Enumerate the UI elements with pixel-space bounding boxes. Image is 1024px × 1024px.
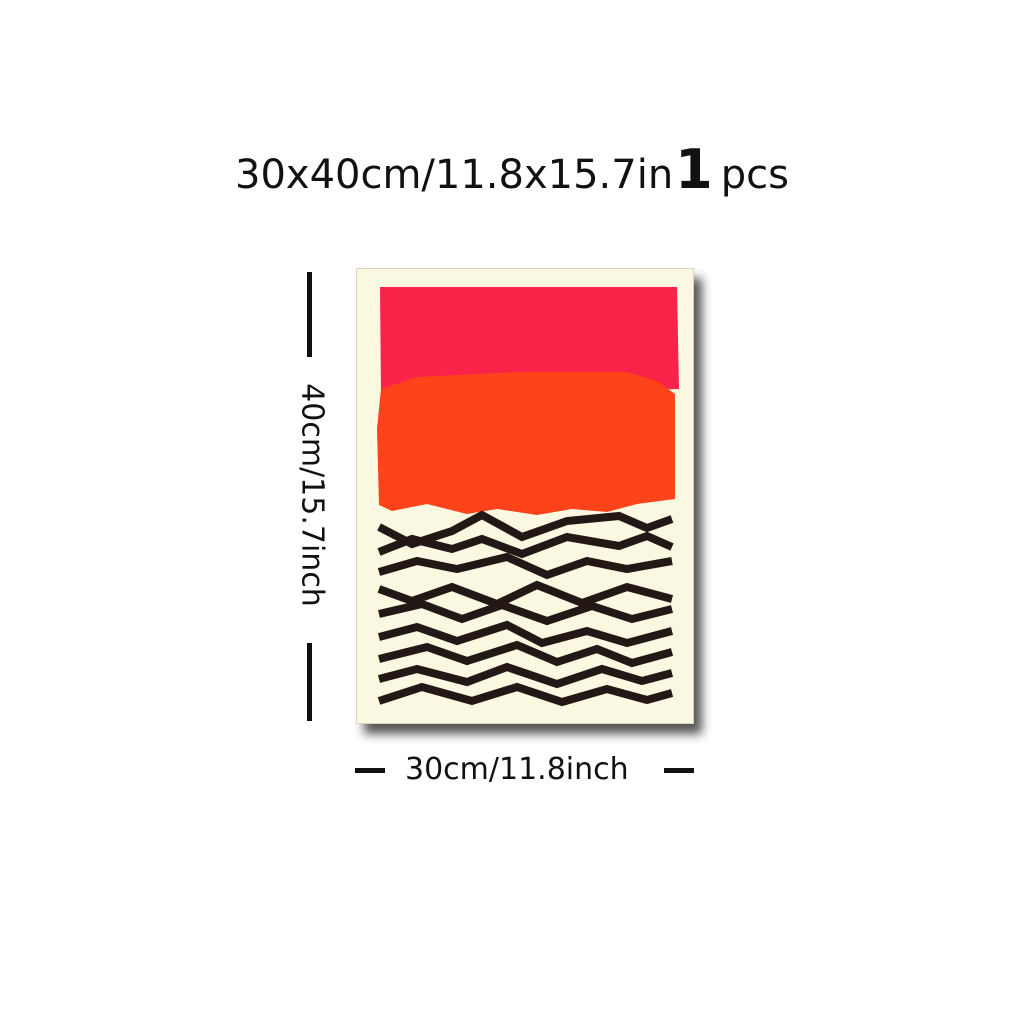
zigzag-line — [378, 599, 673, 626]
poster-artwork — [356, 268, 694, 724]
artwork-graphic — [377, 287, 679, 707]
zigzag-line — [377, 620, 674, 648]
zigzag-line — [377, 682, 674, 707]
size-text: 30x40cm/11.8x15.7in — [235, 152, 674, 198]
top-color-band — [380, 287, 679, 394]
zigzag-pattern — [377, 510, 674, 707]
height-dimension-bar-bottom — [307, 643, 312, 721]
middle-color-band — [377, 372, 675, 515]
width-dimension-bar-right — [664, 768, 694, 773]
zigzag-line — [377, 552, 673, 580]
quantity-unit: pcs — [720, 152, 789, 198]
poster-frame — [356, 268, 702, 734]
zigzag-line — [377, 531, 674, 559]
height-dimension-bar-top — [307, 272, 312, 357]
width-dimension-bar-left — [355, 768, 385, 773]
width-dimension-label: 30cm/11.8inch — [405, 752, 629, 787]
quantity-number: 1 — [675, 138, 713, 201]
zigzag-line — [377, 662, 674, 689]
size-headline: 30x40cm/11.8x15.7in1 pcs — [0, 138, 1024, 201]
zigzag-line — [378, 640, 674, 668]
height-dimension-label: 40cm/15.7inch — [294, 383, 330, 607]
zigzag-line — [377, 580, 674, 609]
